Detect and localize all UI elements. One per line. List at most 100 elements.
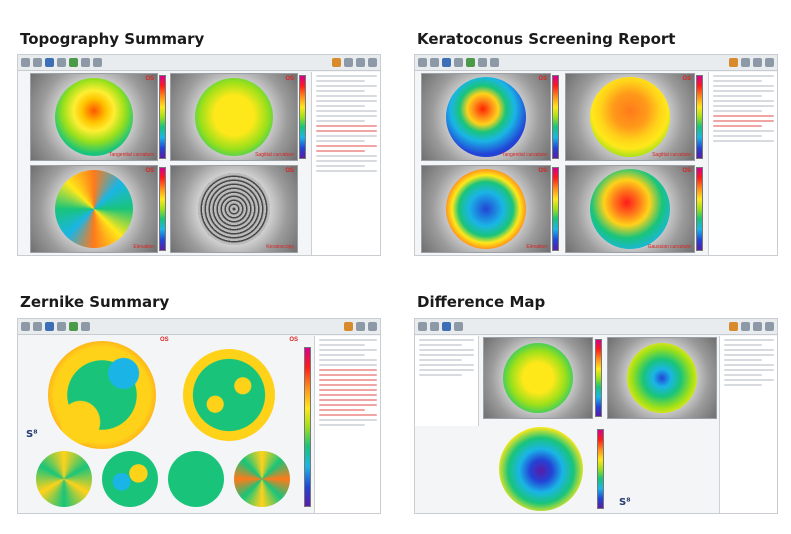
topography-map-sagittal[interactable]: OS Sagittal curvature <box>170 73 298 161</box>
toolbar-button-icon[interactable] <box>45 322 54 331</box>
map-label: Sagittal curvature <box>255 152 294 158</box>
map-label: Elevation <box>526 244 547 250</box>
zernike-toolbar <box>18 319 380 335</box>
eye-label: OS <box>285 76 294 82</box>
map-label: Elevation <box>133 244 154 250</box>
toolbar-button-icon[interactable] <box>729 322 738 331</box>
toolbar-button-icon[interactable] <box>753 58 762 67</box>
keratoconus-map-gaussian[interactable]: OS Gaussian curvature <box>565 165 695 253</box>
keratoconus-sidebar <box>708 72 777 255</box>
difference-map-baseline[interactable] <box>483 337 593 419</box>
logo-icon: S⁸ <box>619 497 631 508</box>
keratoconus-title: Keratoconus Screening Report <box>417 30 676 48</box>
eye-label: OS <box>160 337 169 343</box>
zernike-small-map[interactable] <box>234 451 290 507</box>
toolbar-button-icon[interactable] <box>33 322 42 331</box>
zernike-small-map[interactable] <box>36 451 92 507</box>
keratoconus-screenshot: OS Tangential curvature OS Sagittal curv… <box>414 54 778 256</box>
keratoconus-toolbar <box>415 55 777 71</box>
toolbar-button-icon[interactable] <box>69 58 78 67</box>
toolbar-button-icon[interactable] <box>356 322 365 331</box>
color-scale <box>595 339 602 417</box>
topography-map-tangential[interactable]: OS Tangential curvature <box>30 73 158 161</box>
toolbar-button-icon[interactable] <box>81 58 90 67</box>
difference-title: Difference Map <box>417 293 546 311</box>
eye-label: OS <box>538 76 547 82</box>
zernike-small-map[interactable] <box>102 451 158 507</box>
toolbar-button-icon[interactable] <box>765 322 774 331</box>
toolbar-button-icon[interactable] <box>490 58 499 67</box>
toolbar-button-icon[interactable] <box>418 58 427 67</box>
color-scale <box>159 75 166 159</box>
toolbar-button-icon[interactable] <box>430 322 439 331</box>
color-scale <box>552 167 559 251</box>
difference-screenshot: S⁸ <box>414 318 778 514</box>
difference-map-current[interactable] <box>607 337 717 419</box>
eye-label: OS <box>289 337 298 343</box>
toolbar-button-icon[interactable] <box>356 58 365 67</box>
toolbar-button-icon[interactable] <box>344 322 353 331</box>
toolbar-button-icon[interactable] <box>57 58 66 67</box>
zernike-high-orders-map[interactable] <box>183 349 275 441</box>
toolbar-button-icon[interactable] <box>332 58 341 67</box>
map-label: Keratoscopy <box>266 244 294 250</box>
toolbar-button-icon[interactable] <box>741 58 750 67</box>
color-scale <box>159 167 166 251</box>
difference-toolbar <box>415 319 777 335</box>
eye-label: OS <box>145 168 154 174</box>
topography-map-elevation[interactable]: OS Elevation <box>30 165 158 253</box>
topography-map-keratoscopy[interactable]: OS Keratoscopy <box>170 165 298 253</box>
toolbar-button-icon[interactable] <box>81 322 90 331</box>
toolbar-button-icon[interactable] <box>57 322 66 331</box>
difference-result-map[interactable] <box>499 427 583 511</box>
zernike-opd-map[interactable] <box>48 341 156 449</box>
toolbar-button-icon[interactable] <box>753 322 762 331</box>
toolbar-button-icon[interactable] <box>442 58 451 67</box>
toolbar-button-icon[interactable] <box>45 58 54 67</box>
difference-left-panel <box>415 336 479 426</box>
logo-icon: S⁸ <box>26 429 38 440</box>
topography-toolbar <box>18 55 380 71</box>
toolbar-button-icon[interactable] <box>368 58 377 67</box>
zernike-small-map[interactable] <box>168 451 224 507</box>
topography-sidebar <box>311 72 380 255</box>
toolbar-button-icon[interactable] <box>430 58 439 67</box>
map-label: Tangential curvature <box>501 152 547 158</box>
toolbar-button-icon[interactable] <box>368 322 377 331</box>
toolbar-button-icon[interactable] <box>442 322 451 331</box>
color-scale <box>696 167 703 251</box>
color-scale <box>304 347 311 507</box>
difference-sidebar <box>719 336 777 513</box>
toolbar-button-icon[interactable] <box>93 58 102 67</box>
color-scale <box>299 75 306 159</box>
eye-label: OS <box>538 168 547 174</box>
toolbar-button-icon[interactable] <box>344 58 353 67</box>
zernike-sidebar <box>314 336 380 513</box>
eye-label: OS <box>682 76 691 82</box>
keratoconus-map-elevation[interactable]: OS Elevation <box>421 165 551 253</box>
toolbar-button-icon[interactable] <box>33 58 42 67</box>
toolbar-button-icon[interactable] <box>478 58 487 67</box>
keratoconus-map-tangential[interactable]: OS Tangential curvature <box>421 73 551 161</box>
toolbar-button-icon[interactable] <box>454 322 463 331</box>
toolbar-button-icon[interactable] <box>21 58 30 67</box>
color-scale <box>696 75 703 159</box>
topography-screenshot: OS Tangential curvature OS Sagittal curv… <box>17 54 381 256</box>
toolbar-button-icon[interactable] <box>418 322 427 331</box>
keratoconus-map-sagittal[interactable]: OS Sagittal curvature <box>565 73 695 161</box>
toolbar-button-icon[interactable] <box>765 58 774 67</box>
toolbar-button-icon[interactable] <box>729 58 738 67</box>
toolbar-button-icon[interactable] <box>466 58 475 67</box>
toolbar-button-icon[interactable] <box>21 322 30 331</box>
toolbar-button-icon[interactable] <box>454 58 463 67</box>
eye-label: OS <box>682 168 691 174</box>
toolbar-button-icon[interactable] <box>69 322 78 331</box>
color-scale <box>552 75 559 159</box>
toolbar-button-icon[interactable] <box>741 322 750 331</box>
map-label: Tangential curvature <box>108 152 154 158</box>
topography-title: Topography Summary <box>20 30 205 48</box>
eye-label: OS <box>285 168 294 174</box>
eye-label: OS <box>145 76 154 82</box>
zernike-screenshot: OS OS S⁸ <box>17 318 381 514</box>
map-label: Sagittal curvature <box>652 152 691 158</box>
